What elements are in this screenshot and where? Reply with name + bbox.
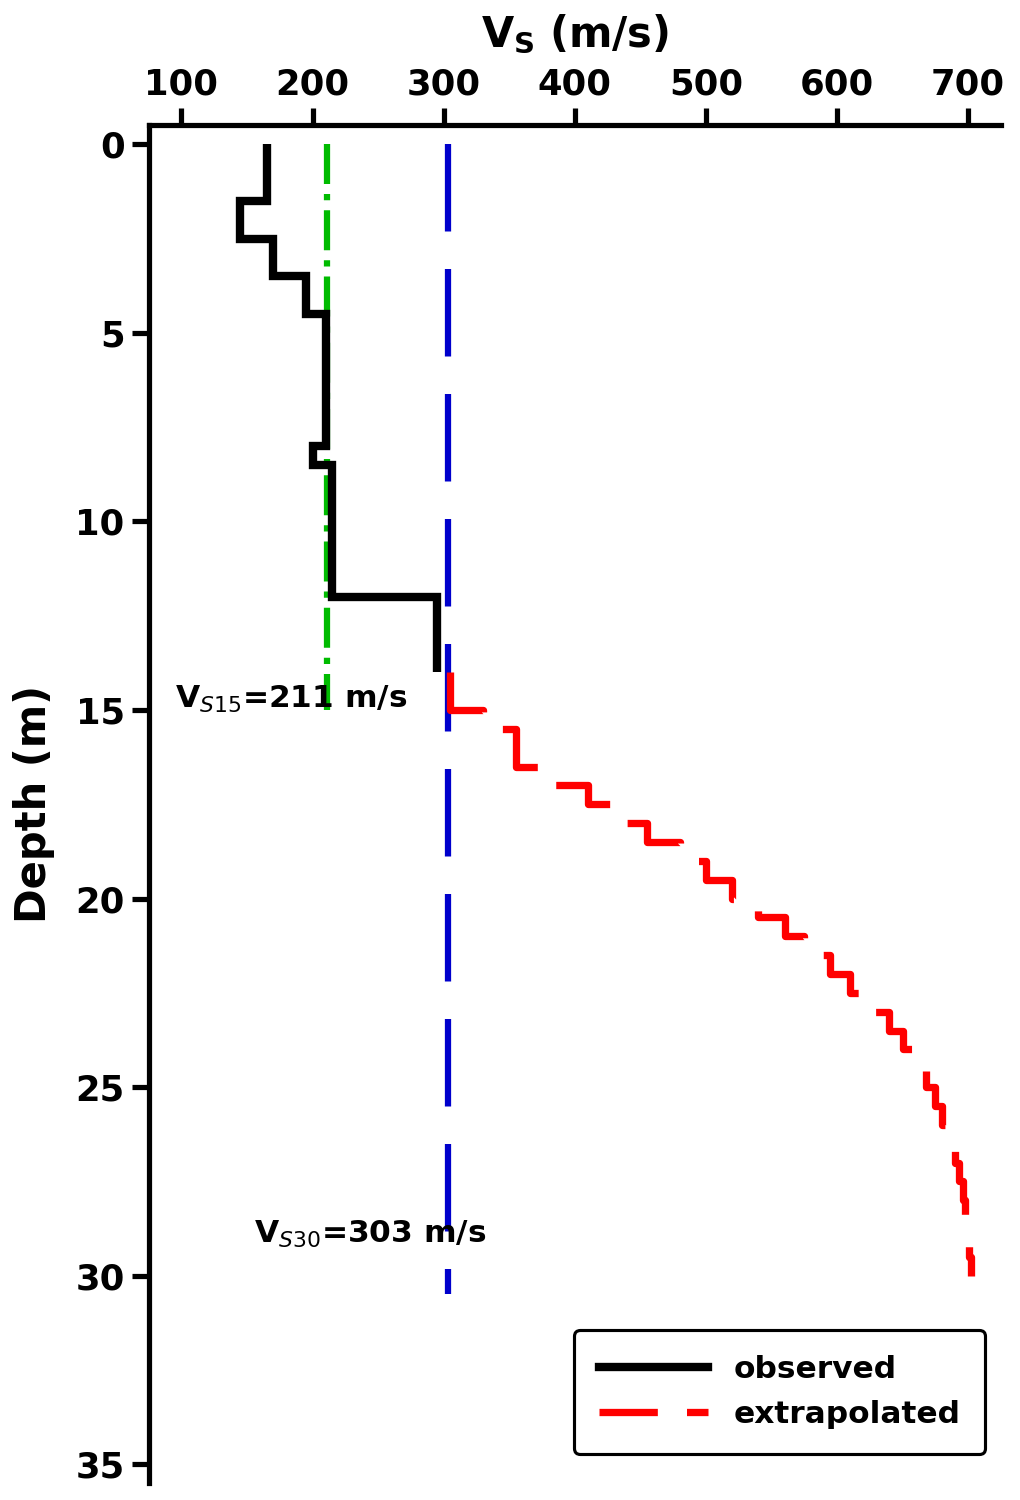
Legend: observed, extrapolated: observed, extrapolated xyxy=(574,1330,985,1454)
X-axis label: $\mathbf{V_S\ (m/s)}$: $\mathbf{V_S\ (m/s)}$ xyxy=(480,12,669,56)
Text: V$_{S15}$=211 m/s: V$_{S15}$=211 m/s xyxy=(174,684,407,714)
Y-axis label: Depth (m): Depth (m) xyxy=(12,686,54,924)
Text: V$_{S30}$=303 m/s: V$_{S30}$=303 m/s xyxy=(254,1220,486,1250)
